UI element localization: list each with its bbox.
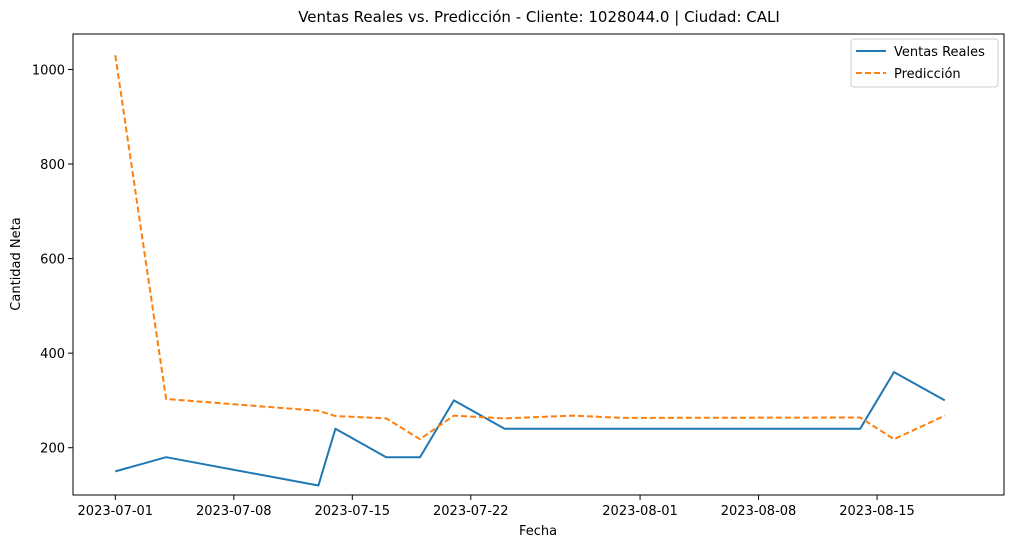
y-tick-label: 600	[40, 253, 65, 268]
legend-label-prediccion: Predicción	[894, 67, 961, 82]
x-tick-label: 2023-08-08	[721, 504, 797, 519]
y-tick-label: 400	[40, 347, 65, 362]
x-tick-label: 2023-07-15	[315, 504, 391, 519]
series-line-ventas-reales	[115, 371, 946, 487]
plot-area	[72, 33, 1005, 496]
x-tick-label: 2023-07-01	[78, 504, 154, 519]
x-tick-label: 2023-07-22	[433, 504, 509, 519]
x-axis-label: Fecha	[519, 524, 557, 539]
x-axis: 2023-07-01 2023-07-08 2023-07-15 2023-07-22…	[78, 495, 915, 519]
y-tick-label: 200	[40, 442, 65, 457]
y-tick-label: 1000	[32, 63, 65, 78]
plot-frame	[72, 33, 1005, 496]
legend-label-ventas-reales: Ventas Reales	[894, 45, 985, 60]
y-axis-label: Cantidad Neta	[9, 217, 24, 310]
series-lines	[114, 55, 946, 487]
legend-box	[850, 38, 999, 88]
y-axis: 200 400 600 800 1000	[32, 63, 73, 457]
x-tick-label: 2023-08-01	[602, 504, 678, 519]
x-tick-label: 2023-08-15	[839, 504, 915, 519]
chart-title: Ventas Reales vs. Predicción - Cliente: …	[298, 8, 780, 26]
series-line-prediccion	[114, 55, 946, 441]
y-tick-label: 800	[40, 158, 65, 173]
x-tick-label: 2023-07-08	[196, 504, 272, 519]
legend: Ventas Reales Predicción	[850, 38, 999, 88]
